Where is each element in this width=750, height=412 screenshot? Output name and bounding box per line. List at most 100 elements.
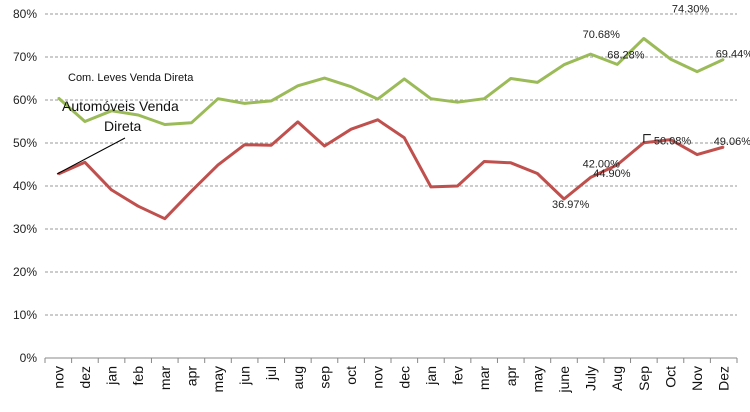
x-tick-label: dez <box>77 366 93 389</box>
x-tick-label: Oct <box>662 366 678 388</box>
y-tick-label: 0% <box>20 351 38 365</box>
data-point <box>350 128 352 131</box>
x-tick-label: fev <box>450 366 466 385</box>
grid-lines <box>45 13 737 316</box>
x-tick-label: jan <box>423 366 439 386</box>
data-label: 69.44% <box>716 48 750 60</box>
data-point <box>509 161 512 164</box>
data-label: 68.28% <box>607 49 645 61</box>
data-label: 44.90% <box>593 168 631 180</box>
y-tick-label: 30% <box>13 222 37 236</box>
data-point <box>456 185 459 187</box>
data-point <box>430 97 432 100</box>
x-tick-label: may <box>210 366 226 392</box>
series-line-0 <box>57 37 725 126</box>
x-tick-label: mar <box>476 366 492 390</box>
y-tick-label: 80% <box>13 7 37 21</box>
data-label: 36.97% <box>552 199 590 211</box>
data-point <box>589 53 592 55</box>
x-axis <box>44 357 738 363</box>
x-tick-label: mar <box>157 366 173 390</box>
data-point <box>137 114 139 116</box>
x-tick-label: apr <box>503 366 519 387</box>
annotation-green-series: Com. Leves Venda Direta <box>68 72 194 84</box>
data-point <box>483 97 485 100</box>
data-point <box>376 98 379 100</box>
annotations: Com. Leves Venda Direta Automóveis Venda… <box>56 72 194 175</box>
data-label: 74.30% <box>672 4 710 16</box>
data-point <box>243 102 246 105</box>
y-tick-label: 20% <box>13 265 37 279</box>
x-tick-label: July <box>583 366 599 391</box>
x-tick-label: aug <box>290 366 306 389</box>
data-point <box>616 63 619 66</box>
data-point <box>350 85 352 88</box>
data-label: 42.00% <box>583 158 621 170</box>
data-point <box>403 78 406 80</box>
x-tick-label: oct <box>343 366 359 385</box>
y-tick-label: 50% <box>13 136 37 150</box>
series-lines <box>57 37 725 221</box>
x-tick-label: feb <box>130 366 146 386</box>
data-point <box>589 176 592 179</box>
data-label: 70.68% <box>583 29 621 41</box>
data-point <box>217 164 219 166</box>
data-point <box>376 118 379 121</box>
data-point <box>669 138 672 141</box>
data-point <box>536 172 539 175</box>
annotation-leader-line <box>56 137 126 175</box>
data-point <box>110 189 113 191</box>
data-point <box>430 186 432 188</box>
data-point <box>57 97 60 99</box>
data-point <box>190 190 193 192</box>
x-tick-label: Dez <box>716 366 732 391</box>
y-tick-label: 60% <box>13 93 37 107</box>
data-point <box>243 143 246 146</box>
y-tick-label: 70% <box>13 50 37 64</box>
x-tick-label: jun <box>237 366 253 386</box>
data-point <box>84 120 86 123</box>
data-point <box>323 145 326 147</box>
annotation-red-series-line2: Direta <box>104 118 142 134</box>
x-tick-label: nov <box>370 366 386 389</box>
data-point <box>696 70 698 73</box>
x-tick-label: june <box>556 366 572 394</box>
data-point <box>616 164 619 166</box>
data-point <box>403 137 406 139</box>
annotation-red-series-line1: Automóveis Venda <box>62 98 179 114</box>
y-tick-label: 40% <box>13 179 37 193</box>
data-point <box>270 144 273 146</box>
data-point <box>163 123 166 126</box>
x-tick-label: nov <box>50 366 66 389</box>
series-line-1 <box>57 118 725 221</box>
x-tick-label: may <box>529 366 545 392</box>
data-point <box>563 198 565 200</box>
data-label: 50.08% <box>654 136 692 148</box>
data-point <box>297 121 299 123</box>
data-point <box>84 161 86 164</box>
data-label: 49.06% <box>714 136 750 148</box>
data-point <box>110 109 113 112</box>
data-point <box>669 58 672 60</box>
data-point <box>722 146 725 148</box>
data-point <box>536 81 539 84</box>
x-tick-label: Aug <box>609 366 625 391</box>
data-labels: 70.68% 68.28% 74.30% 69.44% 36.97% 42.00%44.9… <box>552 4 750 212</box>
x-tick-label: sep <box>316 366 332 389</box>
label-leader <box>643 134 651 143</box>
y-axis-ticks: 0% 10% 20% 30% 40% 50% 60% 70% 80% <box>13 7 37 365</box>
data-point <box>722 58 725 61</box>
data-point <box>456 101 459 103</box>
x-tick-label: jan <box>104 366 120 386</box>
x-tick-label: Nov <box>689 366 705 391</box>
x-tick-label: dec <box>396 366 412 389</box>
data-point <box>297 85 299 87</box>
data-point <box>509 77 512 80</box>
data-point <box>137 205 139 208</box>
y-tick-label: 10% <box>13 308 37 322</box>
data-point <box>563 63 565 66</box>
x-tick-label: jul <box>263 366 279 381</box>
data-point <box>643 37 645 40</box>
data-point <box>270 100 273 102</box>
